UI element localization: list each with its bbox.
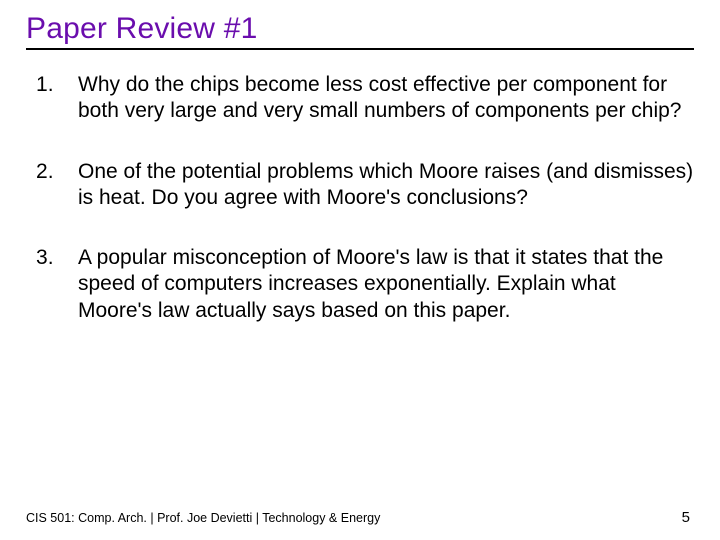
question-list: Why do the chips become less cost effect… [34, 72, 694, 324]
footer-text: CIS 501: Comp. Arch. | Prof. Joe Deviett… [26, 511, 380, 525]
list-item: One of the potential problems which Moor… [34, 159, 694, 212]
slide-content: Why do the chips become less cost effect… [26, 72, 694, 522]
slide: Paper Review #1 Why do the chips become … [0, 0, 720, 540]
page-number: 5 [682, 509, 690, 526]
list-item: A popular misconception of Moore's law i… [34, 245, 694, 324]
list-item: Why do the chips become less cost effect… [34, 72, 694, 125]
slide-footer: CIS 501: Comp. Arch. | Prof. Joe Deviett… [26, 509, 690, 526]
slide-title: Paper Review #1 [26, 12, 694, 50]
